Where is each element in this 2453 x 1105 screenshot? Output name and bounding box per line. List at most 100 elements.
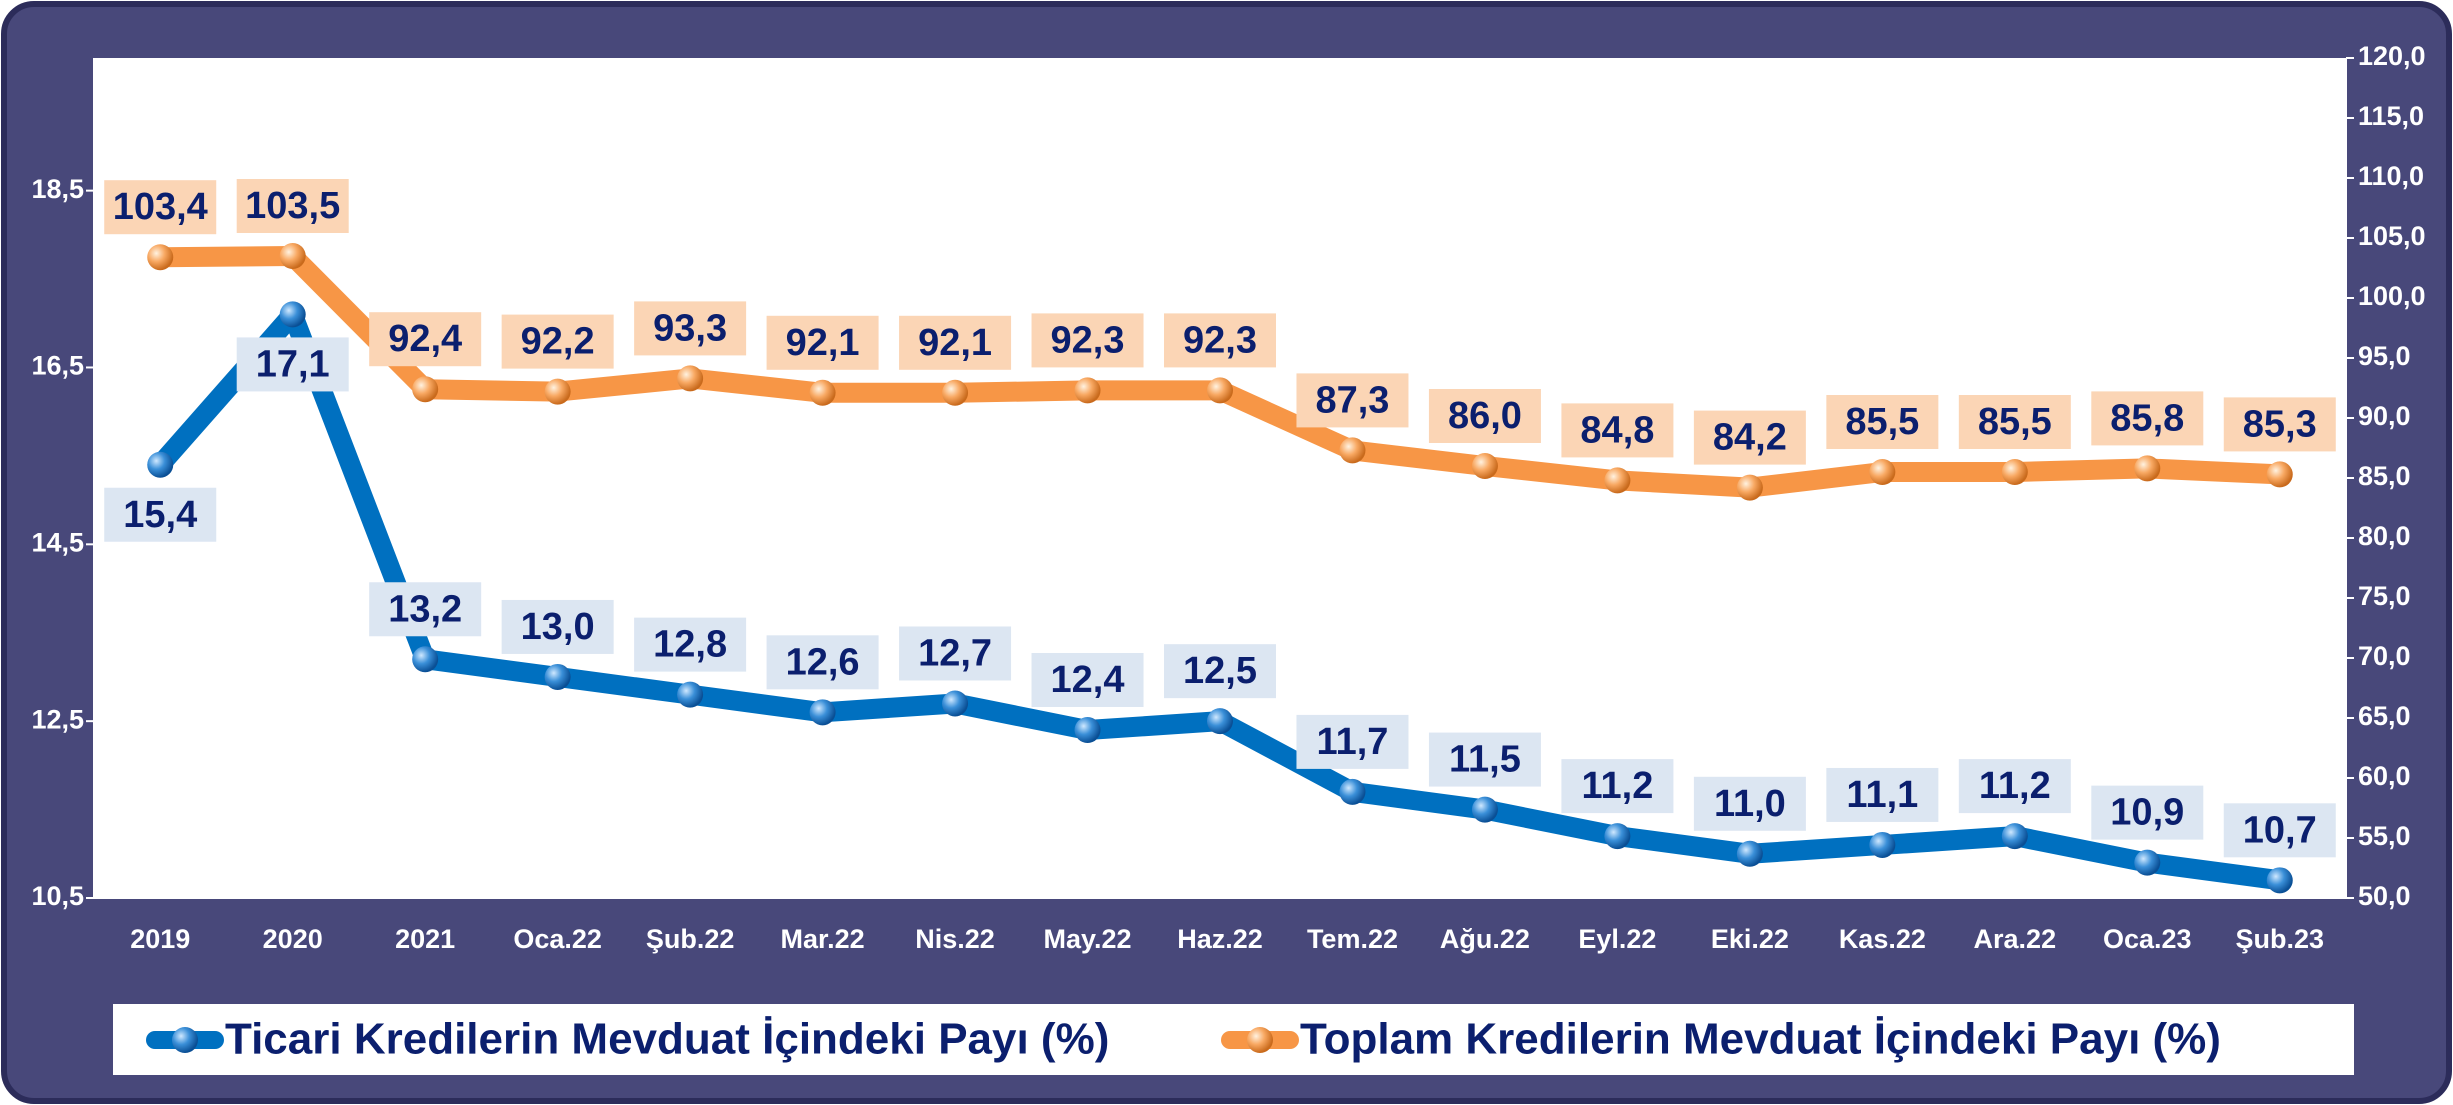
data-label: 11,1 xyxy=(1846,774,1918,816)
marker xyxy=(1604,467,1631,494)
data-label-bg xyxy=(1296,714,1409,769)
data-label: 84,2 xyxy=(1713,417,1787,459)
data-label-bg xyxy=(1164,644,1276,699)
data-label-bg xyxy=(1428,389,1541,443)
y-tick-label: 10,5 xyxy=(31,881,84,911)
marker xyxy=(1207,708,1233,735)
marker xyxy=(279,243,306,269)
y-tick-label: 16,5 xyxy=(31,351,84,381)
marker xyxy=(2266,461,2293,488)
y2-tick-label: 75,0 xyxy=(2358,581,2411,611)
legend-label: Toplam Kredilerin Mevduat İçindeki Payı … xyxy=(1300,1015,2221,1064)
data-label-bg xyxy=(2091,785,2204,840)
data-label: 12,6 xyxy=(786,641,860,683)
data-label-bg xyxy=(2223,803,2336,858)
marker xyxy=(942,690,969,717)
data-label-bg xyxy=(236,179,349,233)
marker xyxy=(412,646,439,673)
data-label-bg xyxy=(369,312,482,367)
data-label-bg xyxy=(1958,759,2071,814)
data-label: 93,3 xyxy=(653,307,727,349)
data-label-bg xyxy=(1031,653,1144,707)
x-tick-label: Şub.22 xyxy=(646,924,735,954)
data-label-bg xyxy=(634,617,747,672)
y2-tick-label: 50,0 xyxy=(2358,881,2411,911)
x-tick-label: Ara.22 xyxy=(1974,924,2057,954)
x-tick-label: Haz.22 xyxy=(1177,924,1263,954)
marker xyxy=(2001,823,2028,850)
marker xyxy=(147,451,174,478)
marker xyxy=(279,301,306,328)
data-label-bg xyxy=(501,599,614,654)
data-label: 15,4 xyxy=(123,494,197,536)
x-tick-label: Oca.23 xyxy=(2103,924,2192,954)
data-label: 12,8 xyxy=(653,624,727,666)
x-tick-label: 2020 xyxy=(263,924,323,954)
x-tick-label: 2019 xyxy=(130,924,190,954)
marker xyxy=(1604,823,1631,850)
data-label: 84,8 xyxy=(1580,409,1654,451)
marker xyxy=(412,376,439,403)
data-label-bg xyxy=(899,626,1012,681)
marker xyxy=(1471,453,1498,479)
data-label: 13,2 xyxy=(388,588,462,630)
marker xyxy=(1869,831,1896,858)
marker xyxy=(544,378,571,405)
data-label-bg xyxy=(766,635,879,690)
data-label: 10,7 xyxy=(2243,809,2317,851)
data-label: 10,9 xyxy=(2110,792,2184,834)
data-label-bg xyxy=(1826,767,1939,822)
data-label: 12,5 xyxy=(1183,650,1257,692)
marker xyxy=(2134,455,2161,482)
data-label: 103,5 xyxy=(245,185,340,227)
y2-tick-label: 85,0 xyxy=(2358,461,2411,491)
data-label-bg xyxy=(634,301,747,356)
marker xyxy=(1074,377,1101,404)
data-label-bg xyxy=(104,487,217,542)
x-tick-label: Mar.22 xyxy=(781,924,865,954)
marker xyxy=(2266,867,2293,894)
data-label: 87,3 xyxy=(1315,379,1389,421)
marker xyxy=(2134,849,2161,876)
y2-tick-label: 95,0 xyxy=(2358,341,2411,371)
data-label: 11,2 xyxy=(1979,765,2051,807)
marker xyxy=(1736,840,1763,867)
y-tick-label: 12,5 xyxy=(31,704,84,734)
x-tick-label: Eyl.22 xyxy=(1578,924,1656,954)
x-tick-label: Nis.22 xyxy=(915,924,995,954)
y2-tick-label: 80,0 xyxy=(2358,521,2411,551)
marker xyxy=(147,244,174,271)
data-label-bg xyxy=(1561,759,1674,814)
data-label: 85,5 xyxy=(1978,401,2052,443)
legend-marker xyxy=(172,1027,198,1053)
x-tick-label: Eki.22 xyxy=(1711,924,1789,954)
legend-marker xyxy=(1247,1027,1273,1053)
data-label: 85,5 xyxy=(1845,401,1919,443)
data-label-bg xyxy=(369,582,482,637)
data-label-bg xyxy=(1693,410,1806,465)
data-label-bg xyxy=(1826,395,1939,449)
data-label: 12,7 xyxy=(918,633,992,675)
data-label: 92,4 xyxy=(388,318,462,360)
y2-tick-label: 120,0 xyxy=(2358,41,2426,71)
marker xyxy=(809,699,836,726)
marker xyxy=(1339,437,1366,464)
data-label-bg xyxy=(1296,373,1409,428)
marker xyxy=(1339,778,1366,805)
x-tick-label: Şub.23 xyxy=(2235,924,2324,954)
data-label: 12,4 xyxy=(1051,659,1125,701)
data-label: 13,0 xyxy=(521,606,595,648)
data-label: 103,4 xyxy=(113,186,208,228)
data-label: 92,3 xyxy=(1183,319,1257,361)
legend-label: Ticari Kredilerin Mevduat İçindeki Payı … xyxy=(225,1015,1109,1064)
data-label: 11,7 xyxy=(1317,721,1389,763)
y2-tick-label: 55,0 xyxy=(2358,821,2411,851)
data-label-bg xyxy=(1164,313,1276,368)
y2-tick-label: 65,0 xyxy=(2358,701,2411,731)
x-tick-label: Kas.22 xyxy=(1839,924,1926,954)
data-label-bg xyxy=(1031,313,1144,368)
x-tick-label: Tem.22 xyxy=(1307,924,1398,954)
marker xyxy=(1207,377,1233,404)
